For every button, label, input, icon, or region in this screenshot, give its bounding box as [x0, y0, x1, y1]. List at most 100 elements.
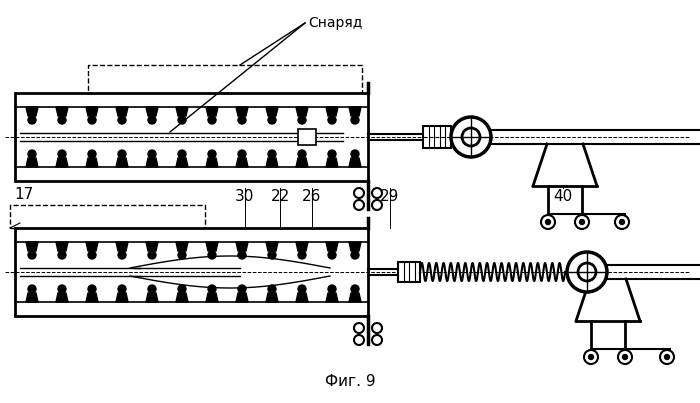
Polygon shape: [146, 293, 158, 302]
Circle shape: [462, 128, 480, 146]
Circle shape: [238, 285, 246, 293]
Polygon shape: [56, 293, 68, 302]
Polygon shape: [326, 158, 338, 167]
Polygon shape: [26, 293, 38, 302]
Circle shape: [354, 200, 364, 210]
Circle shape: [88, 150, 96, 158]
Circle shape: [88, 116, 96, 124]
Circle shape: [664, 355, 669, 359]
Circle shape: [268, 116, 276, 124]
Circle shape: [328, 116, 336, 124]
Circle shape: [148, 251, 156, 259]
Circle shape: [372, 335, 382, 345]
Bar: [298, 129, 316, 145]
Polygon shape: [236, 242, 248, 251]
Polygon shape: [86, 107, 98, 116]
Circle shape: [575, 215, 589, 229]
Circle shape: [238, 116, 246, 124]
Polygon shape: [236, 158, 248, 167]
Circle shape: [88, 285, 96, 293]
Circle shape: [148, 285, 156, 293]
Circle shape: [28, 285, 36, 293]
Circle shape: [620, 220, 624, 224]
Circle shape: [660, 350, 674, 364]
Circle shape: [451, 117, 491, 157]
Circle shape: [567, 252, 607, 292]
Circle shape: [208, 150, 216, 158]
Circle shape: [351, 116, 359, 124]
Polygon shape: [296, 107, 308, 116]
Circle shape: [372, 200, 382, 210]
Polygon shape: [326, 293, 338, 302]
Text: 40: 40: [554, 189, 573, 204]
Circle shape: [28, 116, 36, 124]
Polygon shape: [326, 242, 338, 251]
Polygon shape: [206, 242, 218, 251]
Polygon shape: [266, 242, 278, 251]
Polygon shape: [56, 158, 68, 167]
Circle shape: [238, 150, 246, 158]
Polygon shape: [26, 107, 38, 116]
Bar: [398, 262, 420, 282]
Circle shape: [58, 116, 66, 124]
Circle shape: [328, 285, 336, 293]
Circle shape: [118, 251, 126, 259]
Text: Фиг. 9: Фиг. 9: [325, 374, 375, 388]
Polygon shape: [296, 293, 308, 302]
Polygon shape: [349, 158, 361, 167]
Circle shape: [118, 285, 126, 293]
Circle shape: [589, 355, 594, 359]
Circle shape: [351, 150, 359, 158]
Text: 30: 30: [235, 189, 255, 204]
Circle shape: [622, 355, 627, 359]
Polygon shape: [26, 158, 38, 167]
Circle shape: [88, 251, 96, 259]
Circle shape: [148, 150, 156, 158]
Circle shape: [178, 285, 186, 293]
Polygon shape: [86, 242, 98, 251]
Circle shape: [58, 251, 66, 259]
Circle shape: [58, 285, 66, 293]
Polygon shape: [116, 158, 128, 167]
Circle shape: [354, 335, 364, 345]
Circle shape: [298, 251, 306, 259]
Circle shape: [268, 150, 276, 158]
Polygon shape: [326, 107, 338, 116]
Polygon shape: [116, 107, 128, 116]
Polygon shape: [86, 293, 98, 302]
Polygon shape: [56, 107, 68, 116]
Polygon shape: [296, 158, 308, 167]
Polygon shape: [146, 158, 158, 167]
Circle shape: [298, 285, 306, 293]
Text: 29: 29: [380, 189, 400, 204]
Circle shape: [372, 188, 382, 198]
Circle shape: [615, 215, 629, 229]
Polygon shape: [349, 107, 361, 116]
Polygon shape: [176, 107, 188, 116]
Circle shape: [354, 188, 364, 198]
Circle shape: [354, 323, 364, 333]
Circle shape: [351, 285, 359, 293]
Polygon shape: [266, 107, 278, 116]
Polygon shape: [266, 158, 278, 167]
Polygon shape: [116, 242, 128, 251]
Polygon shape: [349, 293, 361, 302]
Circle shape: [268, 251, 276, 259]
Polygon shape: [236, 293, 248, 302]
Circle shape: [148, 116, 156, 124]
Polygon shape: [266, 293, 278, 302]
Circle shape: [208, 116, 216, 124]
Circle shape: [298, 150, 306, 158]
Text: 17: 17: [14, 187, 34, 202]
Polygon shape: [236, 107, 248, 116]
Circle shape: [118, 116, 126, 124]
Polygon shape: [206, 158, 218, 167]
Text: 22: 22: [270, 189, 290, 204]
Circle shape: [178, 116, 186, 124]
Circle shape: [28, 251, 36, 259]
Circle shape: [541, 215, 555, 229]
Bar: [423, 126, 451, 148]
Polygon shape: [116, 293, 128, 302]
Polygon shape: [56, 242, 68, 251]
Circle shape: [618, 350, 632, 364]
